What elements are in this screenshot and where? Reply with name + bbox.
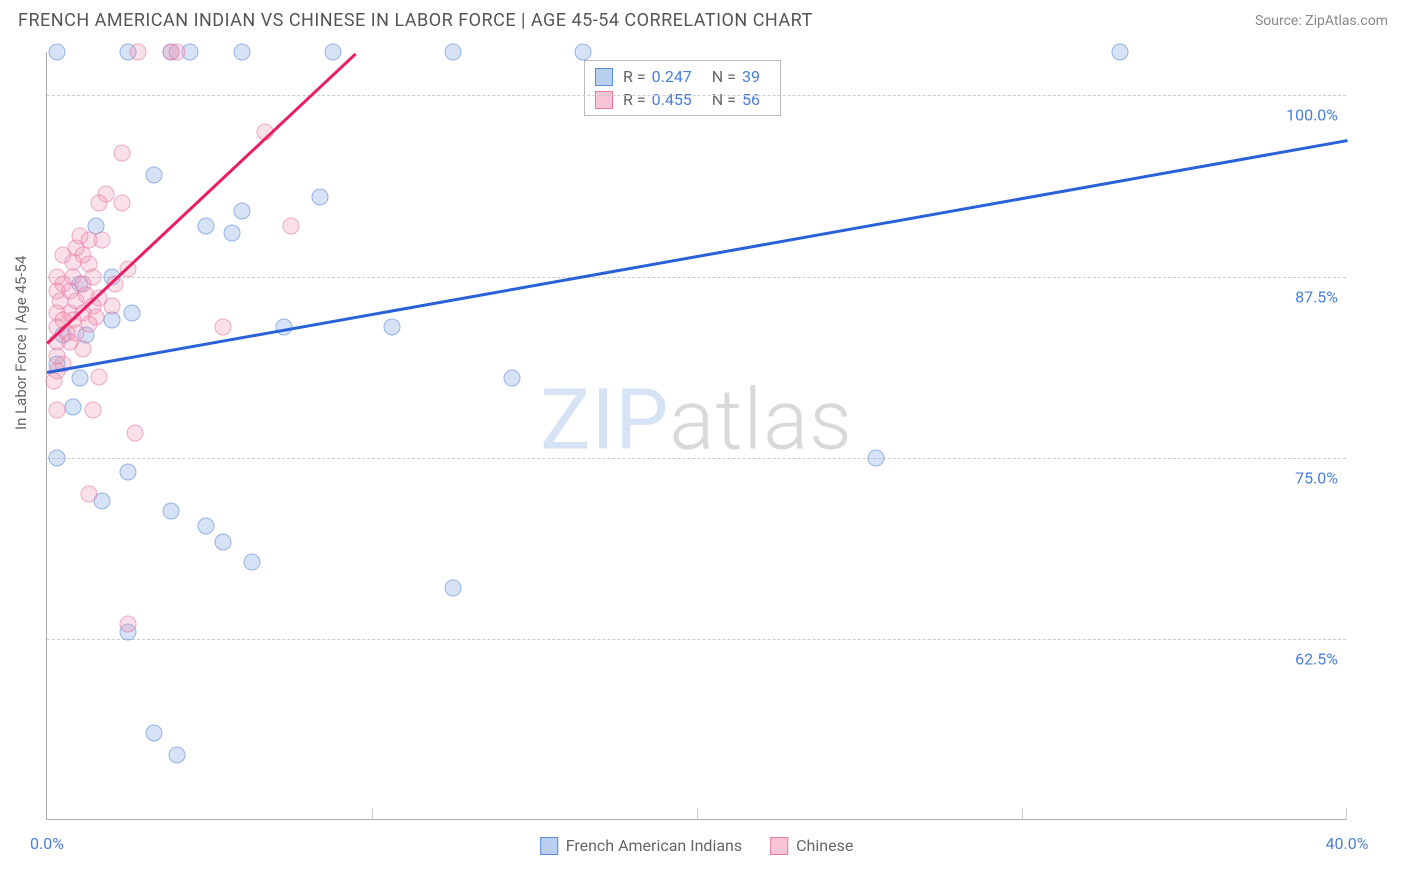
scatter-marker xyxy=(503,370,520,387)
scatter-marker xyxy=(243,554,260,571)
watermark: ZIPatlas xyxy=(540,371,853,470)
watermark-part2: atlas xyxy=(669,371,853,470)
legend-label-blue: French American Indians xyxy=(566,836,742,855)
grid-line-v xyxy=(697,808,698,820)
source-attribution: Source: ZipAtlas.com xyxy=(1255,13,1388,29)
page-title: FRENCH AMERICAN INDIAN VS CHINESE IN LAB… xyxy=(18,10,813,31)
grid-line-h xyxy=(47,95,1346,96)
grid-line-h xyxy=(47,639,1346,640)
bottom-legend: French American Indians Chinese xyxy=(540,836,854,855)
grid-line-v xyxy=(1346,808,1347,820)
scatter-marker xyxy=(169,746,186,763)
scatter-marker xyxy=(130,44,147,61)
scatter-marker xyxy=(169,44,186,61)
scatter-marker xyxy=(234,44,251,61)
r-label: R = xyxy=(623,90,646,109)
scatter-marker xyxy=(120,616,137,633)
scatter-marker xyxy=(113,145,130,162)
scatter-marker xyxy=(123,304,140,321)
r-label: R = xyxy=(623,67,646,86)
scatter-marker xyxy=(198,517,215,534)
scatter-marker xyxy=(84,401,101,418)
swatch-blue-icon xyxy=(595,68,613,86)
watermark-part1: ZIP xyxy=(540,371,669,470)
n-label: N = xyxy=(712,90,736,109)
grid-line-v xyxy=(1022,808,1023,820)
scatter-marker xyxy=(104,312,121,329)
scatter-marker xyxy=(325,44,342,61)
stats-row-blue: R = 0.247 N = 39 xyxy=(595,65,770,88)
scatter-marker xyxy=(445,44,462,61)
scatter-marker xyxy=(282,217,299,234)
scatter-marker xyxy=(224,225,241,242)
scatter-marker xyxy=(91,194,108,211)
scatter-marker xyxy=(146,167,163,184)
legend-label-pink: Chinese xyxy=(796,836,853,855)
scatter-marker xyxy=(48,44,65,61)
swatch-pink-icon xyxy=(770,837,788,855)
y-tick-label: 75.0% xyxy=(1295,468,1338,487)
swatch-pink-icon xyxy=(595,91,613,109)
scatter-marker xyxy=(104,297,121,314)
x-tick-label: 0.0% xyxy=(30,834,64,853)
y-tick-label: 100.0% xyxy=(1286,106,1338,125)
y-axis-label: In Labor Force | Age 45-54 xyxy=(12,256,30,430)
n-value-pink: 56 xyxy=(742,90,760,109)
swatch-blue-icon xyxy=(540,837,558,855)
scatter-marker xyxy=(234,203,251,220)
scatter-marker xyxy=(214,319,231,336)
scatter-marker xyxy=(198,217,215,234)
scatter-marker xyxy=(81,485,98,502)
scatter-marker xyxy=(91,368,108,385)
scatter-marker xyxy=(74,341,91,358)
n-label: N = xyxy=(712,67,736,86)
scatter-marker xyxy=(383,319,400,336)
grid-line-h xyxy=(47,277,1346,278)
scatter-marker xyxy=(48,449,65,466)
scatter-marker xyxy=(120,464,137,481)
scatter-marker xyxy=(575,44,592,61)
source-name: ZipAtlas.com xyxy=(1305,13,1388,29)
scatter-marker xyxy=(71,370,88,387)
legend-item-pink: Chinese xyxy=(770,836,853,855)
scatter-marker xyxy=(45,372,62,389)
y-tick-label: 62.5% xyxy=(1295,649,1338,668)
source-prefix: Source: xyxy=(1255,13,1305,29)
scatter-marker xyxy=(1111,44,1128,61)
legend-item-blue: French American Indians xyxy=(540,836,742,855)
stats-row-pink: R = 0.455 N = 56 xyxy=(595,88,770,111)
scatter-marker xyxy=(65,399,82,416)
scatter-marker xyxy=(312,188,329,205)
scatter-marker xyxy=(94,232,111,249)
grid-line-h xyxy=(47,458,1346,459)
scatter-marker xyxy=(126,425,143,442)
scatter-marker xyxy=(445,580,462,597)
n-value-blue: 39 xyxy=(742,67,760,86)
scatter-marker xyxy=(146,725,163,742)
scatter-marker xyxy=(214,533,231,550)
scatter-marker xyxy=(48,401,65,418)
x-tick-label: 40.0% xyxy=(1326,834,1369,853)
y-tick-label: 87.5% xyxy=(1295,287,1338,306)
scatter-marker xyxy=(867,449,884,466)
scatter-marker xyxy=(162,503,179,520)
r-value-pink: 0.455 xyxy=(652,90,692,109)
stats-box: R = 0.247 N = 39 R = 0.455 N = 56 xyxy=(584,60,781,116)
chart-plot-area: ZIPatlas R = 0.247 N = 39 R = 0.455 N = … xyxy=(46,52,1346,820)
trend-line xyxy=(47,139,1347,373)
grid-line-v xyxy=(372,808,373,820)
scatter-marker xyxy=(113,194,130,211)
r-value-blue: 0.247 xyxy=(652,67,692,86)
